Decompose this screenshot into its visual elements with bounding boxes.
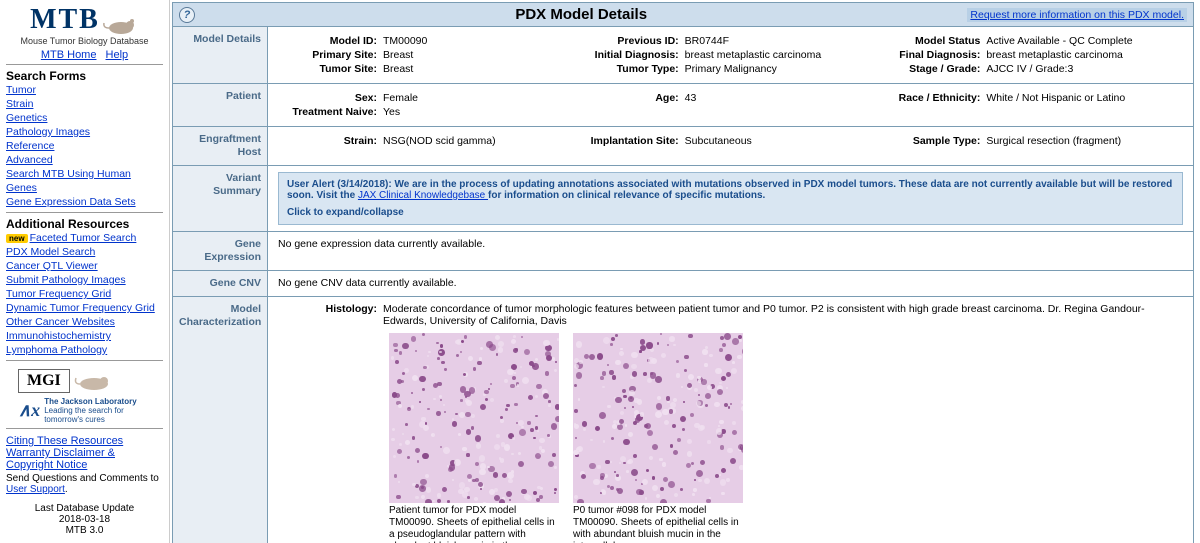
logo-box: MTB Mouse Tumor Biology Database [6,4,163,46]
nav-faceted-search[interactable]: Faceted Tumor Search [30,232,137,244]
previous-id-value: BR0744F [685,35,882,47]
previous-id-label: Previous ID: [580,35,685,47]
citing-link[interactable]: Citing These Resources [6,435,163,447]
model-id-label: Model ID: [278,35,383,47]
nav-submit-pathology[interactable]: Submit Pathology Images [6,273,163,287]
model-status-value: Active Available - QC Complete [986,35,1183,47]
user-support-link[interactable]: User Support [6,484,65,495]
implantation-label: Implantation Site: [580,135,685,147]
db-update: Last Database Update 2018-03-18 MTB 3.0 [6,503,163,536]
nav-tumor[interactable]: Tumor [6,83,163,97]
variant-alert[interactable]: User Alert (3/14/2018): We are in the pr… [278,172,1183,225]
gene-cnv-label: Gene CNV [173,271,268,296]
warranty-link[interactable]: Warranty Disclaimer & Copyright Notice [6,447,163,471]
host-label: Engraftment Host [173,127,268,165]
nav-other-cancer[interactable]: Other Cancer Websites [6,315,163,329]
stage-grade-label: Stage / Grade: [881,63,986,75]
mtb-home-link[interactable]: MTB Home [41,49,97,61]
help-icon[interactable]: ? [179,7,195,23]
page-title: PDX Model Details [195,6,967,23]
titlebar: ? PDX Model Details Request more informa… [173,3,1193,27]
treatment-naive-label: Treatment Naive: [278,106,383,118]
jax-mark-icon: ∧x [18,400,40,421]
search-forms-heading: Search Forms [6,69,163,83]
gene-cnv-text: No gene CNV data currently available. [268,271,1193,296]
patient-label: Patient [173,84,268,126]
gene-exp-text: No gene expression data currently availa… [268,232,1193,270]
nav-gene-expression[interactable]: Gene Expression Data Sets [6,195,163,209]
additional-resources-list: newFaceted Tumor Search PDX Model Search… [6,231,163,357]
nav-advanced[interactable]: Advanced [6,153,163,167]
main-content: ? PDX Model Details Request more informa… [170,0,1200,543]
initial-diagnosis-value: breast metaplastic carcinoma [685,49,882,61]
nav-search-human-genes[interactable]: Search MTB Using Human Genes [6,167,163,195]
histology-caption-2: P0 tumor #098 for PDX model TM00090. She… [573,505,743,543]
nav-dynamic-tumor-freq[interactable]: Dynamic Tumor Frequency Grid [6,301,163,315]
stage-grade-value: AJCC IV / Grade:3 [986,63,1183,75]
request-info-link[interactable]: Request more information on this PDX mod… [967,8,1187,22]
sex-label: Sex: [278,92,383,104]
tumor-type-value: Primary Malignancy [685,63,882,75]
sidebar: MTB Mouse Tumor Biology Database MTB Hom… [0,0,170,543]
nav-ihc[interactable]: Immunohistochemistry [6,329,163,343]
nav-cancer-qtl[interactable]: Cancer QTL Viewer [6,259,163,273]
strain-value: NSG(NOD scid gamma) [383,135,580,147]
nav-genetics[interactable]: Genetics [6,111,163,125]
help-link[interactable]: Help [106,49,129,61]
nav-pathology-images[interactable]: Pathology Images [6,125,163,139]
model-id-value: TM00090 [383,35,580,47]
histology-image-1[interactable] [389,333,559,503]
final-diagnosis-label: Final Diagnosis: [881,49,986,61]
model-details-label: Model Details [173,27,268,83]
model-status-label: Model Status [881,35,986,47]
nav-pdx-search[interactable]: PDX Model Search [6,245,163,259]
race-value: White / Not Hispanic or Latino [986,92,1183,104]
mtb-logo-text: MTB [30,4,100,35]
histology-caption-1: Patient tumor for PDX model TM00090. She… [389,505,559,543]
histology-label: Histology: [278,303,383,327]
send-questions: Send Questions and Comments to User Supp… [6,473,163,495]
expand-collapse-hint: Click to expand/collapse [287,207,1174,218]
nav-lymphoma[interactable]: Lymphoma Pathology [6,343,163,357]
model-char-label: ModelCharacterization [173,297,268,543]
tumor-site-label: Tumor Site: [278,63,383,75]
gene-exp-label: Gene Expression [173,232,268,270]
tumor-site-value: Breast [383,63,580,75]
sample-type-value: Surgical resection (fragment) [986,135,1183,147]
age-label: Age: [580,92,685,104]
mouse-icon [103,15,139,35]
tumor-type-label: Tumor Type: [580,63,685,75]
nav-tumor-freq-grid[interactable]: Tumor Frequency Grid [6,287,163,301]
new-badge: new [6,234,28,243]
nav-reference[interactable]: Reference [6,139,163,153]
treatment-naive-value: Yes [383,106,580,118]
implantation-value: Subcutaneous [685,135,882,147]
search-forms-list: Tumor Strain Genetics Pathology Images R… [6,83,163,209]
strain-label: Strain: [278,135,383,147]
logo-subtitle: Mouse Tumor Biology Database [6,36,163,46]
sample-type-label: Sample Type: [881,135,986,147]
nav-strain[interactable]: Strain [6,97,163,111]
additional-resources-heading: Additional Resources [6,217,163,231]
mgi-logo: MGI [18,369,70,393]
initial-diagnosis-label: Initial Diagnosis: [580,49,685,61]
histology-image-2[interactable] [573,333,743,503]
primary-site-label: Primary Site: [278,49,383,61]
mgi-logo-row[interactable]: MGI [18,369,163,393]
jax-ckb-link[interactable]: JAX Clinical Knowledgebase [358,190,488,201]
jax-logo-row[interactable]: ∧x The Jackson Laboratory Leading the se… [18,397,163,424]
variant-label: Variant Summary [173,166,268,231]
mouse-icon-small [74,370,114,392]
race-label: Race / Ethnicity: [881,92,986,104]
sex-value: Female [383,92,580,104]
jax-text: The Jackson Laboratory Leading the searc… [44,397,163,424]
primary-site-value: Breast [383,49,580,61]
histology-text: Moderate concordance of tumor morphologi… [383,303,1183,327]
age-value: 43 [685,92,882,104]
final-diagnosis-value: breast metaplastic carcinoma [986,49,1183,61]
